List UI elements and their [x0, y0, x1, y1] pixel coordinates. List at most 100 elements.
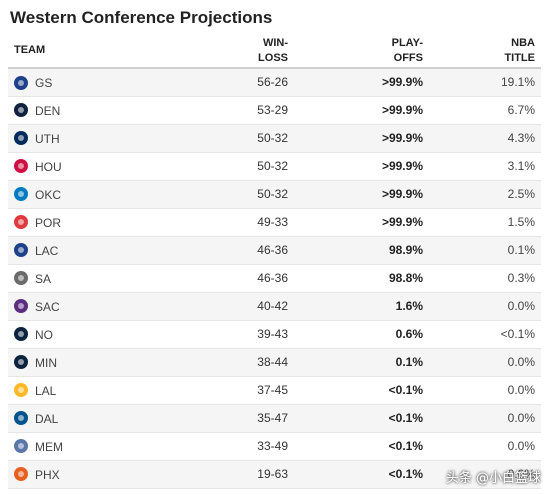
nba-title-cell: 3.1%	[423, 152, 541, 181]
nba-title-cell: 0.0%	[423, 348, 541, 377]
playoffs-cell: <0.1%	[288, 460, 423, 489]
team-cell: MEM	[8, 432, 183, 461]
win-loss-cell: 46-36	[183, 264, 288, 293]
playoffs-cell: <0.1%	[288, 404, 423, 433]
nba-title-cell: 0.0%	[423, 404, 541, 433]
page-title: Western Conference Projections	[10, 8, 273, 27]
team-logo-icon	[14, 327, 28, 342]
table-row: HOU 50-32 >99.9% 3.1%	[8, 152, 541, 181]
playoffs-cell: 0.1%	[288, 348, 423, 377]
team-logo-icon	[14, 355, 28, 370]
team-abbreviation: POR	[35, 215, 62, 230]
win-loss-cell: 49-33	[183, 208, 288, 237]
team-cell: OKC	[8, 180, 183, 209]
nba-title-cell: 0.0%	[423, 432, 541, 461]
playoffs-cell: 98.9%	[288, 236, 423, 265]
playoffs-cell: 1.6%	[288, 292, 423, 321]
team-cell: SAC	[8, 292, 183, 321]
team-abbreviation: SA	[35, 271, 52, 286]
win-loss-cell: 37-45	[183, 376, 288, 405]
team-abbreviation: HOU	[35, 159, 62, 174]
playoffs-cell: 0.6%	[288, 320, 423, 349]
nba-title-cell: 1.5%	[423, 208, 541, 237]
table-row: OKC 50-32 >99.9% 2.5%	[8, 180, 541, 209]
team-logo-icon	[14, 299, 28, 314]
column-header-nba-title-line2: TITLE	[504, 51, 535, 64]
team-cell: POR	[8, 208, 183, 237]
nba-title-cell: 0.3%	[423, 264, 541, 293]
table-row: DAL 35-47 <0.1% 0.0%	[8, 404, 541, 433]
win-loss-cell: 40-42	[183, 292, 288, 321]
table-body: GS 56-26 >99.9% 19.1% DEN 53-29 >99.9% 6.7% UTH 5…	[8, 68, 541, 489]
table-row: LAL 37-45 <0.1% 0.0%	[8, 376, 541, 405]
team-logo-icon	[14, 411, 28, 426]
projections-table: TEAM WIN- LOSS PLAY- OFFS NBA TITLE GS 56…	[8, 34, 541, 489]
column-header-win-loss[interactable]: WIN- LOSS	[183, 34, 288, 69]
table-header-row: TEAM WIN- LOSS PLAY- OFFS NBA TITLE	[8, 34, 541, 69]
nba-title-cell: 19.1%	[423, 68, 541, 97]
win-loss-cell: 50-32	[183, 180, 288, 209]
team-abbreviation: MIN	[35, 355, 57, 370]
team-cell: SA	[8, 264, 183, 293]
nba-title-cell: 2.5%	[423, 180, 541, 209]
table-row: DEN 53-29 >99.9% 6.7%	[8, 96, 541, 125]
team-logo-icon	[14, 103, 28, 118]
win-loss-cell: 38-44	[183, 348, 288, 377]
team-logo-icon	[14, 131, 28, 146]
team-cell: HOU	[8, 152, 183, 181]
team-logo-icon	[14, 271, 28, 286]
column-header-team-label: TEAM	[14, 44, 46, 56]
team-cell: DEN	[8, 96, 183, 125]
team-abbreviation: PHX	[35, 467, 60, 482]
playoffs-cell: 98.8%	[288, 264, 423, 293]
playoffs-cell: >99.9%	[288, 208, 423, 237]
table-row: NO 39-43 0.6% <0.1%	[8, 320, 541, 349]
team-cell: LAL	[8, 376, 183, 405]
team-logo-icon	[14, 75, 28, 90]
table-row: LAC 46-36 98.9% 0.1%	[8, 236, 541, 265]
table-row: UTH 50-32 >99.9% 4.3%	[8, 124, 541, 153]
team-abbreviation: LAL	[35, 383, 57, 398]
column-header-win-loss-line1: WIN-	[262, 36, 288, 49]
column-header-win-loss-line2: LOSS	[258, 51, 288, 64]
team-logo-icon	[14, 243, 28, 258]
playoffs-cell: >99.9%	[288, 180, 423, 209]
nba-title-cell: 4.3%	[423, 124, 541, 153]
team-abbreviation: LAC	[35, 243, 59, 258]
team-cell: LAC	[8, 236, 183, 265]
team-abbreviation: SAC	[35, 299, 60, 314]
team-abbreviation: NO	[35, 327, 53, 342]
table-row: PHX 19-63 <0.1% 0.0%	[8, 460, 541, 489]
win-loss-cell: 35-47	[183, 404, 288, 433]
column-header-playoffs-line1: PLAY-	[391, 36, 423, 49]
team-cell: UTH	[8, 124, 183, 153]
team-abbreviation: GS	[35, 75, 53, 90]
table-row: SA 46-36 98.8% 0.3%	[8, 264, 541, 293]
table-row: SAC 40-42 1.6% 0.0%	[8, 292, 541, 321]
team-cell: NO	[8, 320, 183, 349]
win-loss-cell: 46-36	[183, 236, 288, 265]
playoffs-cell: <0.1%	[288, 376, 423, 405]
column-header-nba-title[interactable]: NBA TITLE	[423, 34, 541, 69]
team-abbreviation: DEN	[35, 103, 61, 118]
column-header-playoffs-line2: OFFS	[393, 51, 423, 64]
win-loss-cell: 19-63	[183, 460, 288, 489]
team-abbreviation: MEM	[35, 439, 63, 454]
team-logo-icon	[14, 383, 28, 398]
table-row: GS 56-26 >99.9% 19.1%	[8, 68, 541, 97]
nba-title-cell: 0.0%	[423, 376, 541, 405]
team-logo-icon	[14, 215, 28, 230]
team-cell: GS	[8, 68, 183, 97]
win-loss-cell: 33-49	[183, 432, 288, 461]
table-row: POR 49-33 >99.9% 1.5%	[8, 208, 541, 237]
team-logo-icon	[14, 439, 28, 454]
win-loss-cell: 50-32	[183, 124, 288, 153]
win-loss-cell: 56-26	[183, 68, 288, 97]
column-header-team[interactable]: TEAM	[8, 34, 183, 69]
team-abbreviation: DAL	[35, 411, 59, 426]
nba-title-cell: 0.1%	[423, 236, 541, 265]
playoffs-cell: >99.9%	[288, 68, 423, 97]
column-header-playoffs[interactable]: PLAY- OFFS	[288, 34, 423, 69]
team-cell: DAL	[8, 404, 183, 433]
table-row: MIN 38-44 0.1% 0.0%	[8, 348, 541, 377]
